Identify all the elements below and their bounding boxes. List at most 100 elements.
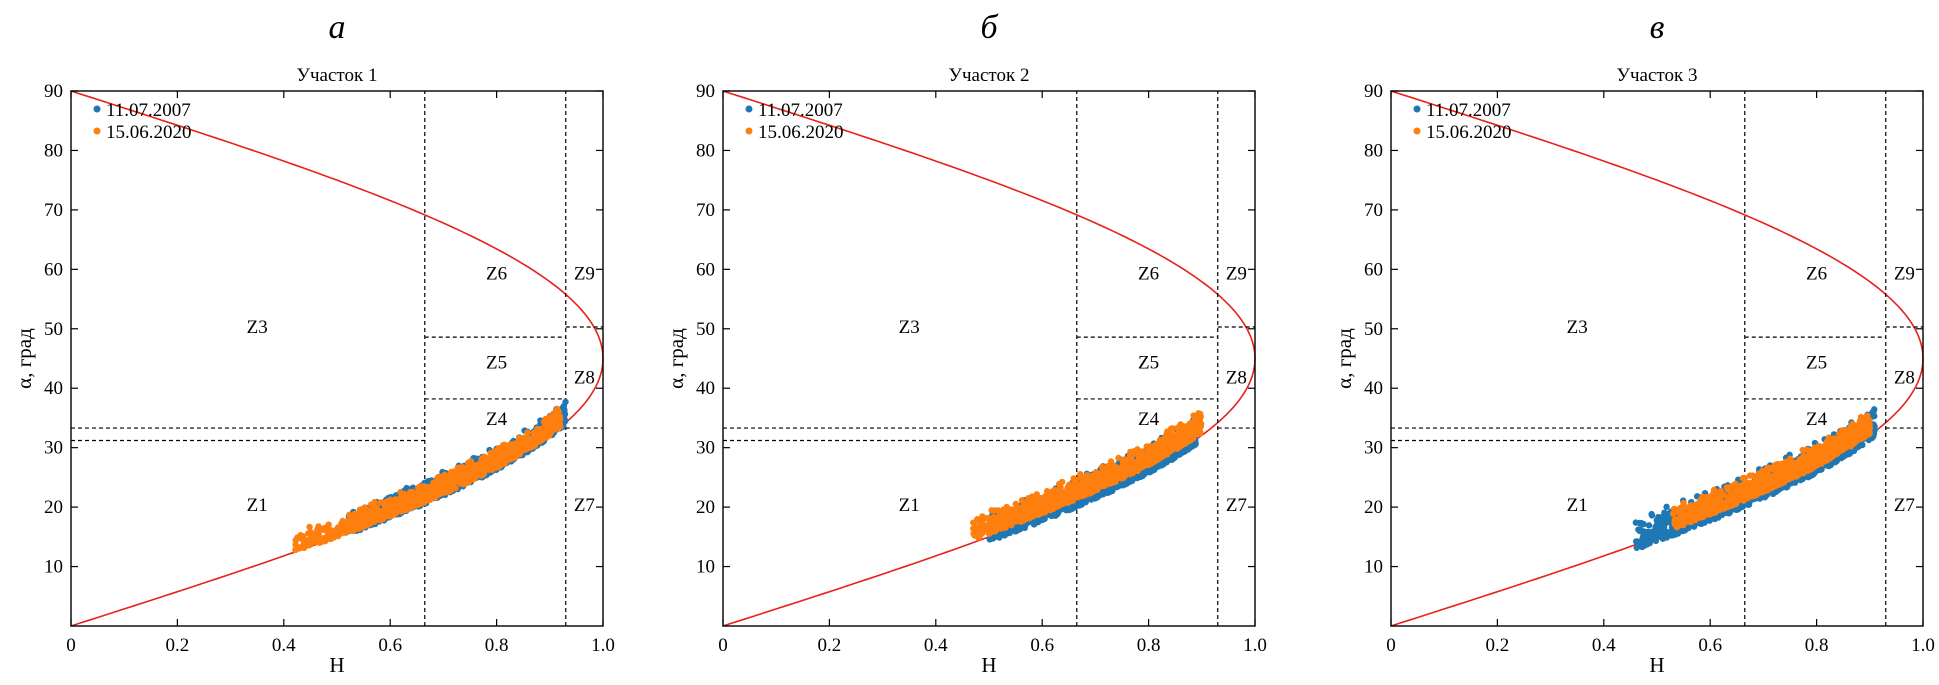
data-point (298, 543, 306, 550)
data-point (455, 464, 462, 471)
data-point (510, 444, 518, 451)
x-tick-label: 0.2 (818, 635, 842, 656)
zone-label-z1: Z1 (247, 495, 268, 516)
data-point (986, 523, 994, 531)
data-point (342, 527, 350, 534)
data-point (1044, 497, 1052, 505)
data-point (1633, 544, 1640, 551)
legend-label: 15.06.2020 (758, 122, 844, 143)
y-tick-label: 40 (44, 378, 63, 399)
boundary-curve (1390, 90, 1924, 627)
zone-label-z3: Z3 (899, 317, 920, 338)
x-tick-label: 0.6 (1030, 635, 1054, 656)
data-point (1089, 478, 1097, 486)
data-point (1073, 491, 1080, 498)
data-point (422, 484, 429, 492)
x-axis-label: H (329, 653, 344, 677)
data-point (311, 535, 318, 543)
data-point (1157, 450, 1164, 457)
data-point (1645, 522, 1653, 529)
data-point (372, 510, 380, 517)
zone-label-z6: Z6 (486, 263, 507, 284)
data-point (1035, 511, 1042, 518)
data-point (1188, 435, 1196, 442)
data-point (1660, 523, 1668, 530)
data-point (562, 398, 569, 406)
x-tick-label: 0 (66, 635, 76, 656)
data-point (388, 512, 395, 519)
x-tick-label: 0.2 (166, 635, 190, 656)
data-point (1129, 475, 1136, 483)
data-point (461, 464, 468, 472)
y-tick-label: 50 (44, 319, 63, 340)
data-point (993, 526, 1000, 533)
data-point (515, 439, 522, 447)
data-point (294, 534, 301, 541)
y-tick-label: 60 (696, 259, 715, 280)
data-point (468, 471, 476, 479)
data-point (299, 536, 306, 543)
data-point (1101, 477, 1108, 484)
data-point (1169, 425, 1176, 432)
data-point (391, 502, 399, 509)
data-point (1082, 480, 1090, 487)
data-point (316, 537, 323, 544)
data-point (480, 466, 487, 474)
data-point (413, 493, 420, 500)
data-point (292, 541, 299, 548)
data-point (472, 466, 480, 473)
data-point (1116, 471, 1124, 478)
data-point (496, 456, 503, 463)
data-point (1024, 511, 1031, 518)
x-tick-label: 0 (718, 635, 728, 656)
data-point (347, 521, 354, 528)
data-point (1140, 458, 1147, 465)
y-tick-label: 10 (44, 557, 63, 578)
y-tick-label: 40 (696, 378, 715, 399)
data-point (1002, 522, 1010, 530)
x-tick-label: 0.4 (272, 635, 296, 656)
data-point (534, 438, 541, 445)
data-point (1194, 425, 1202, 432)
data-point (553, 415, 560, 422)
data-point (1648, 512, 1656, 519)
data-point (1649, 528, 1656, 535)
panel-letter: а (329, 9, 346, 46)
x-tick-label: 0.8 (485, 635, 509, 656)
legend-label: 11.07.2007 (106, 100, 191, 121)
data-point (1196, 415, 1203, 423)
data-point (972, 523, 980, 530)
legend-marker (745, 105, 753, 113)
data-point (978, 519, 986, 526)
zone-label-z8: Z8 (1226, 367, 1247, 388)
data-point (380, 512, 387, 520)
data-point (1128, 454, 1135, 462)
zone-label-z7: Z7 (1226, 495, 1247, 516)
panel-title: Участок 1 (297, 65, 378, 86)
y-axis-label: α, град (664, 328, 688, 389)
data-point (1190, 419, 1197, 427)
y-tick-label: 70 (696, 200, 715, 221)
data-point (485, 463, 492, 470)
data-point (524, 429, 531, 436)
data-point (1870, 407, 1877, 415)
data-point (1654, 520, 1661, 527)
data-point (1152, 457, 1160, 464)
y-tick-label: 30 (696, 438, 715, 459)
series-2-points (970, 410, 1205, 541)
data-point (1135, 464, 1142, 471)
data-point (1147, 459, 1154, 466)
data-point (1636, 527, 1644, 535)
y-tick-label: 30 (44, 438, 63, 459)
data-point (1062, 497, 1069, 504)
zone-label-z4: Z4 (486, 409, 508, 430)
data-point (998, 509, 1005, 516)
data-point (520, 434, 528, 442)
data-point (461, 476, 469, 484)
data-point (1043, 505, 1050, 513)
data-point (322, 537, 329, 545)
